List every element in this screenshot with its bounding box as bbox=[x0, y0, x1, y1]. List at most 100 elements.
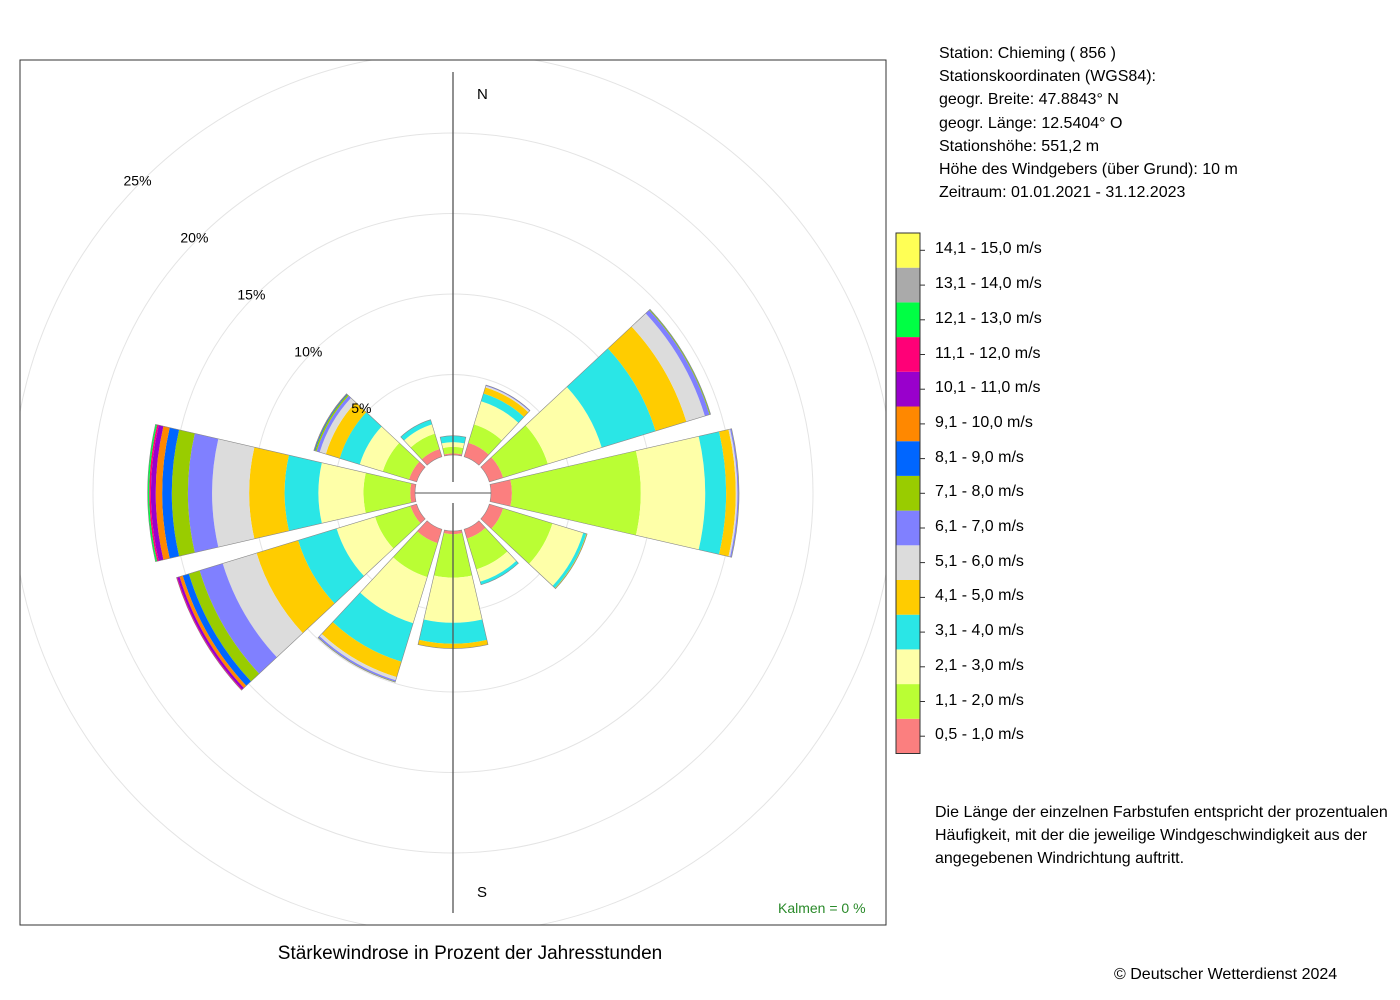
sector-outline bbox=[176, 503, 426, 691]
sector-band bbox=[510, 450, 641, 536]
legend-swatch bbox=[896, 406, 920, 442]
legend-label: 4,1 - 5,0 m/s bbox=[935, 587, 1024, 605]
chart-title: Stärkewindrose in Prozent der Jahresstun… bbox=[277, 943, 663, 964]
sector-band bbox=[408, 461, 426, 482]
sector-120 bbox=[480, 503, 588, 590]
sector-band bbox=[566, 348, 656, 448]
description-line: Häufigkeit, mit der die jeweilige Windge… bbox=[935, 827, 1368, 844]
sector-band bbox=[645, 310, 710, 416]
sector-outline bbox=[147, 423, 417, 563]
ring-label: 10% bbox=[294, 343, 322, 359]
sector-outline bbox=[317, 520, 443, 683]
sector-band bbox=[147, 424, 158, 562]
legend-label: 14,1 - 15,0 m/s bbox=[935, 240, 1042, 258]
description-line: Die Länge der einzelnen Farbstufen entsp… bbox=[935, 804, 1388, 821]
sector-outline bbox=[463, 384, 531, 466]
sector-band bbox=[316, 395, 352, 453]
sector-band bbox=[474, 401, 519, 441]
legend-label: 5,1 - 6,0 m/s bbox=[935, 552, 1024, 570]
sector-90 bbox=[489, 428, 740, 558]
legend-swatch bbox=[896, 545, 920, 580]
sector-band bbox=[480, 457, 504, 482]
sector-210 bbox=[317, 520, 443, 683]
sector-band bbox=[182, 573, 251, 686]
sector-band bbox=[480, 560, 519, 585]
legend-swatch bbox=[896, 371, 920, 407]
station-info-line: Stationshöhe: 551,2 m bbox=[939, 137, 1100, 155]
sector-band bbox=[150, 425, 164, 561]
sector-band bbox=[359, 426, 400, 472]
sector-band bbox=[315, 394, 349, 452]
ring-labels: 5% 10% 15% 20% 25% bbox=[124, 173, 372, 417]
ring-label: 20% bbox=[180, 229, 208, 245]
sector-band bbox=[631, 313, 705, 422]
station-info-line: Zeitraum: 01.01.2021 - 31.12.2023 bbox=[939, 184, 1186, 202]
sector-band bbox=[393, 531, 438, 578]
legend-label: 3,1 - 4,0 m/s bbox=[935, 622, 1024, 640]
copyright: © Deutscher Wetterdienst 2024 bbox=[1114, 966, 1338, 983]
sector-band bbox=[199, 563, 277, 674]
sector-band bbox=[162, 427, 180, 559]
sector-band bbox=[466, 527, 508, 570]
sector-outline bbox=[439, 435, 467, 457]
sector-band bbox=[635, 436, 706, 550]
sector-band bbox=[400, 419, 432, 441]
station-info-line: Station: Chieming ( 856 ) bbox=[939, 45, 1116, 62]
sector-band bbox=[319, 397, 356, 455]
sector-band bbox=[719, 429, 736, 557]
sector-band bbox=[491, 508, 553, 564]
calm-label: Kalmen = 0 % bbox=[778, 900, 866, 916]
legend-swatch bbox=[896, 475, 920, 511]
legend-frame bbox=[895, 232, 921, 754]
sector-band bbox=[321, 622, 402, 678]
legend-colorbar bbox=[895, 232, 925, 754]
legend-label: 6,1 - 7,0 m/s bbox=[935, 518, 1024, 535]
legend-label: 0,5 - 1,0 m/s bbox=[935, 726, 1024, 744]
legend-swatch bbox=[896, 614, 920, 650]
sector-band bbox=[410, 504, 426, 524]
legend-swatch bbox=[896, 649, 920, 685]
sector-outline bbox=[480, 308, 711, 483]
station-info-line: geogr. Länge: 12.5404° O bbox=[939, 114, 1123, 132]
station-info-line: Stationskoordinaten (WGS84): bbox=[939, 68, 1156, 86]
legend-label: 8,1 - 9,0 m/s bbox=[935, 448, 1024, 466]
ring-label: 5% bbox=[351, 400, 371, 416]
legend-label: 9,1 - 10,0 m/s bbox=[935, 413, 1033, 431]
sector-band bbox=[525, 386, 602, 464]
sector-band bbox=[404, 424, 435, 448]
sector-band bbox=[318, 462, 366, 524]
sector-band bbox=[284, 455, 322, 531]
sector-band bbox=[179, 575, 247, 689]
legend-swatch bbox=[896, 718, 920, 754]
sector-band bbox=[529, 523, 584, 586]
sector-band bbox=[468, 424, 502, 455]
sector-band bbox=[485, 385, 530, 413]
sector-270 bbox=[147, 423, 417, 563]
station-info-line: Höhe des Windgebers (über Grund): 10 m bbox=[939, 161, 1238, 178]
sector-band bbox=[187, 433, 219, 553]
sector-band bbox=[491, 425, 548, 478]
sector-240 bbox=[176, 503, 426, 691]
legend-swatch bbox=[896, 510, 920, 546]
sector-band bbox=[476, 551, 517, 582]
sector-band bbox=[410, 483, 416, 503]
sector-band bbox=[339, 412, 382, 465]
sector-band bbox=[336, 516, 394, 577]
sector-band bbox=[464, 520, 486, 539]
legend-label: 7,1 - 8,0 m/s bbox=[935, 483, 1024, 501]
sector-band bbox=[256, 540, 335, 634]
sector-band bbox=[325, 402, 367, 459]
legend-swatch bbox=[896, 580, 920, 615]
sector-band bbox=[728, 429, 738, 557]
ring-label: 15% bbox=[237, 286, 265, 302]
legend-swatch bbox=[896, 233, 920, 268]
sector-band bbox=[319, 633, 397, 681]
sector-band bbox=[410, 433, 440, 460]
sector-30 bbox=[463, 384, 531, 466]
sector-band bbox=[382, 442, 420, 480]
legend-swatch bbox=[896, 684, 920, 719]
sector-outline bbox=[463, 520, 519, 586]
legend-swatch bbox=[896, 441, 920, 476]
legend-swatch bbox=[896, 302, 920, 338]
